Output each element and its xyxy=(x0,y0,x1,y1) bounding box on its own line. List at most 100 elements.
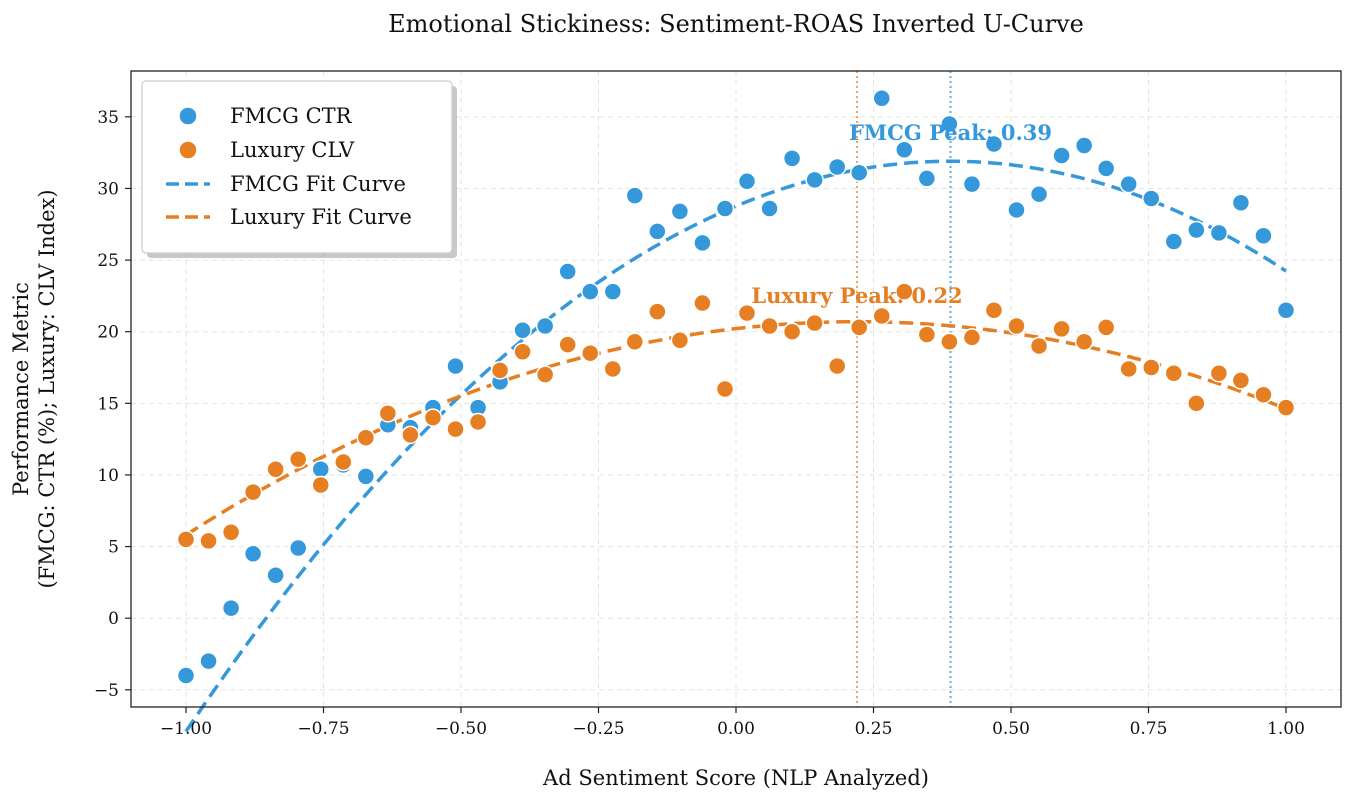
legend-label-fmcg-fit: FMCG Fit Curve xyxy=(230,172,406,196)
fmcg-ctr-point xyxy=(962,174,982,194)
y-tick-label: −5 xyxy=(94,681,119,701)
luxury-clv-point xyxy=(513,342,532,362)
fmcg-ctr-point xyxy=(1052,146,1071,165)
luxury-clv-point xyxy=(311,475,330,495)
fmcg-ctr-point xyxy=(446,356,465,376)
luxury-clv-point xyxy=(1187,394,1206,413)
y-tick-label: 0 xyxy=(108,609,119,629)
fmcg-ctr-point xyxy=(760,199,779,218)
luxury-clv-point xyxy=(581,343,600,363)
y-tick-label: 5 xyxy=(108,538,119,558)
y-axis-label-line2: (FMCG: CTR (%); Luxury: CLV Index) xyxy=(35,189,59,588)
luxury-clv-point xyxy=(446,419,465,439)
y-tick-label: 10 xyxy=(97,466,119,486)
luxury-clv-point xyxy=(1096,318,1116,337)
luxury-clv-point xyxy=(1052,319,1071,339)
luxury-clv-point xyxy=(962,328,982,347)
fmcg-ctr-point xyxy=(827,157,847,177)
legend-label-fmcg-ctr: FMCG CTR xyxy=(230,104,353,128)
x-tick-label: −0.75 xyxy=(297,719,349,739)
fmcg-ctr-point xyxy=(715,199,735,218)
luxury-clv-point xyxy=(984,300,1004,320)
fmcg-ctr-point xyxy=(513,321,532,340)
luxury-clv-point xyxy=(625,332,645,351)
fmcg-ctr-point xyxy=(221,598,241,618)
fmcg-ctr-point xyxy=(199,651,218,671)
luxury-clv-point xyxy=(827,356,847,376)
fmcg-ctr-point xyxy=(311,459,330,479)
fmcg-ctr-point xyxy=(1029,184,1049,204)
luxury-clv-point xyxy=(917,325,937,344)
fmcg-ctr-point xyxy=(1164,232,1184,251)
luxury-clv-point xyxy=(266,459,285,479)
luxury-clv-point xyxy=(221,522,241,542)
luxury-clv-point xyxy=(558,335,577,354)
luxury-clv-point xyxy=(670,331,690,350)
luxury-clv-point xyxy=(737,303,757,323)
luxury-clv-point xyxy=(1074,332,1094,351)
peak-annotations: FMCG Peak: 0.39 Luxury Peak: 0.22 xyxy=(751,120,1052,308)
luxury-clv-point xyxy=(176,530,196,549)
fmcg-ctr-point xyxy=(1187,220,1206,240)
y-tick-label: 20 xyxy=(97,323,119,343)
fmcg-ctr-point xyxy=(581,282,600,301)
gridlines xyxy=(131,71,1341,707)
luxury-clv-point xyxy=(356,428,376,447)
luxury-clv-point xyxy=(940,332,959,351)
luxury-clv-point xyxy=(378,404,398,423)
fit-curves xyxy=(184,159,1287,733)
fmcg-ctr-point xyxy=(1231,193,1251,213)
luxury-clv-point xyxy=(782,322,802,341)
x-tick-label: 0.25 xyxy=(855,719,893,739)
fmcg-ctr-point xyxy=(603,282,623,301)
fmcg-ctr-point xyxy=(1254,226,1273,245)
x-axis-ticks: −1.00 −0.75 −0.50 −0.25 0.00 0.25 0.50 0.75 1.00 xyxy=(160,707,1305,739)
luxury-clv-point xyxy=(288,449,308,469)
luxury-clv-point xyxy=(468,412,488,432)
x-tick-label: −0.50 xyxy=(435,719,487,739)
fmcg-ctr-point xyxy=(558,262,577,281)
x-axis-label: Ad Sentiment Score (NLP Analyzed) xyxy=(542,766,929,790)
legend: FMCG CTR Luxury CLV FMCG Fit Curve Luxur… xyxy=(141,80,457,258)
fmcg-ctr-point xyxy=(288,538,308,558)
chart-title: Emotional Stickiness: Sentiment-ROAS Inv… xyxy=(388,10,1084,38)
fmcg-ctr-point xyxy=(1119,174,1138,194)
luxury-clv-point xyxy=(490,361,510,380)
luxury-clv-point xyxy=(805,313,824,333)
fmcg-ctr-point xyxy=(849,163,869,182)
luxury-clv-point xyxy=(1276,398,1296,417)
fit-curve-line xyxy=(185,319,1287,537)
fmcg-ctr-point xyxy=(693,233,712,253)
x-tick-label: −1.00 xyxy=(160,719,212,739)
legend-box xyxy=(141,80,453,254)
legend-marker-fmcg-ctr xyxy=(178,106,198,126)
luxury-clv-point xyxy=(895,282,914,301)
luxury-clv-point xyxy=(1209,363,1229,383)
luxury-clv-point xyxy=(715,379,735,399)
fmcg-ctr-point xyxy=(1074,136,1094,155)
fmcg-ctr-point xyxy=(782,149,802,168)
legend-label-luxury-clv: Luxury CLV xyxy=(230,138,355,162)
y-tick-label: 35 xyxy=(97,108,119,128)
luxury-clv-point xyxy=(243,482,263,502)
y-axis-ticks: −5 0 5 10 15 20 25 30 35 xyxy=(94,108,131,701)
fmcg-ctr-point xyxy=(625,186,645,205)
luxury-clv-point xyxy=(693,293,712,313)
fmcg-ctr-point xyxy=(670,202,690,221)
x-tick-label: 0.75 xyxy=(1130,719,1168,739)
x-tick-label: −0.25 xyxy=(572,719,624,739)
fmcg-ctr-point xyxy=(940,114,959,134)
y-tick-label: 25 xyxy=(97,251,119,271)
fmcg-ctr-point xyxy=(266,565,285,585)
x-tick-label: 0.50 xyxy=(992,719,1030,739)
peak-annotation-label: Luxury Peak: 0.22 xyxy=(751,283,962,308)
y-axis-label-line1: Performance Metric xyxy=(9,282,33,496)
fmcg-ctr-point xyxy=(1096,159,1116,178)
fmcg-ctr-point xyxy=(737,172,757,191)
luxury-clv-point xyxy=(1119,359,1138,379)
fmcg-ctr-point xyxy=(895,140,914,160)
luxury-clv-point xyxy=(849,318,869,337)
luxury-clv-point xyxy=(535,365,555,384)
peak-annotation-label: FMCG Peak: 0.39 xyxy=(849,120,1052,145)
